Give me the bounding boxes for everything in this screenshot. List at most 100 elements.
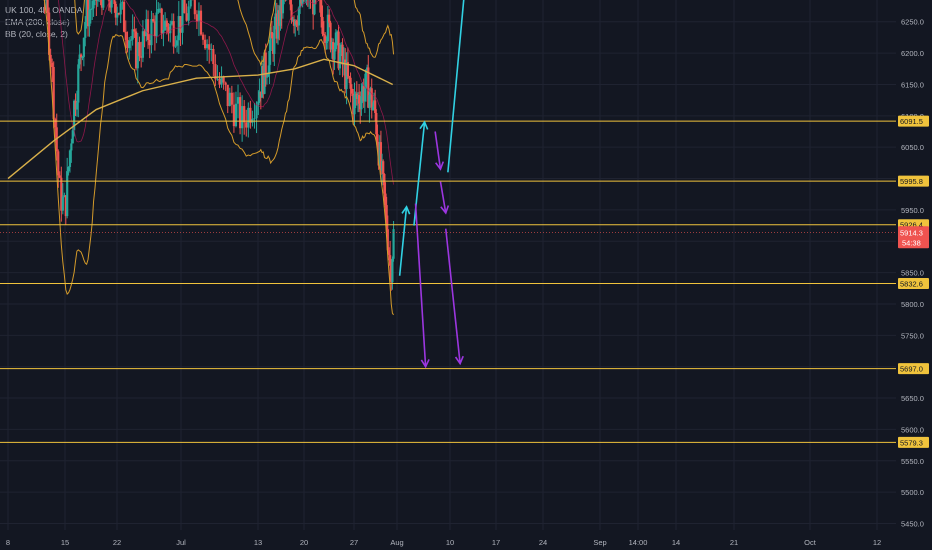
candle-body: [121, 1, 124, 4]
arrow-down-line: [434, 131, 442, 170]
y-tick-label: 6150.0: [901, 80, 924, 89]
candle-body: [366, 67, 369, 70]
level-price-tag: [898, 175, 929, 187]
candle-body: [92, 0, 95, 9]
x-tick-label: Oct: [804, 538, 817, 547]
candle-body: [204, 39, 207, 49]
candle-body: [49, 54, 52, 63]
level-price-tag: [898, 436, 929, 448]
candle-body: [236, 97, 240, 104]
candle-body: [265, 76, 269, 78]
candle-body: [100, 0, 104, 8]
arrow-down-head: [454, 355, 464, 366]
candle-body: [183, 0, 186, 14]
candle-body: [206, 44, 209, 49]
ema-line: [7, 58, 394, 180]
arrow-up-line: [398, 206, 408, 276]
candle-body: [371, 106, 374, 110]
candle-body: [372, 100, 376, 107]
arrow-down-head: [435, 161, 445, 171]
candle-body: [297, 7, 301, 26]
x-tick-label: 14: [672, 538, 680, 547]
candle-body: [324, 35, 327, 43]
projection-arrows[interactable]: [398, 0, 469, 369]
candle-body: [387, 250, 391, 256]
candle-body: [340, 44, 343, 54]
candle-body: [356, 95, 360, 100]
candle-body: [312, 0, 315, 15]
candle-body: [391, 258, 394, 283]
candle-body: [131, 29, 134, 40]
candle-body: [150, 19, 153, 46]
candle-body: [278, 10, 281, 26]
time-axis[interactable]: 8 15 22 Jul 13 20 27 Aug 10 17 24 Sep 14:00 14 21 Oct 12: [6, 538, 881, 547]
candle-body: [289, 0, 292, 5]
candle-body: [117, 12, 121, 15]
candle-body: [82, 37, 85, 57]
candle-body: [238, 97, 242, 129]
candle-body: [290, 4, 293, 20]
candle-body: [359, 103, 362, 110]
candle-body: [128, 40, 131, 49]
level-price-tag: [898, 278, 929, 290]
level-price-tag-text: 5995.8: [900, 177, 923, 186]
candle-body: [175, 40, 179, 46]
candle-body: [143, 31, 146, 37]
candle-body: [257, 101, 260, 106]
candle-body: [379, 142, 383, 171]
candle-body: [313, 0, 316, 15]
candle-body: [376, 134, 379, 146]
candle-body: [369, 88, 372, 95]
price-axis[interactable]: 6600.06550.06500.06450.06400.06350.06300…: [901, 0, 924, 529]
candle-body: [385, 205, 388, 230]
x-tick-label: Aug: [390, 538, 403, 547]
level-price-tag-text: 5697.0: [900, 365, 923, 374]
candle-body: [386, 229, 389, 251]
arrow-down-head: [440, 205, 450, 215]
candle-body: [346, 62, 349, 77]
candle-body: [354, 93, 357, 95]
candle-body: [71, 130, 74, 144]
candle-body: [337, 31, 340, 69]
candle-body: [224, 82, 227, 85]
candle-body: [85, 0, 88, 23]
candle-body: [330, 42, 333, 50]
candle-body: [267, 73, 270, 77]
y-tick-label: 5500.0: [901, 488, 924, 497]
candle-body: [360, 96, 363, 110]
candle-body: [375, 113, 378, 135]
candle-body: [107, 0, 110, 1]
y-tick-label: 5650.0: [901, 394, 924, 403]
bb-lower-band: [43, 0, 394, 316]
candle-body: [368, 94, 371, 108]
candle-body: [110, 0, 113, 8]
arrow-down-line: [414, 203, 427, 367]
x-tick-label: 8: [6, 538, 10, 547]
candle-body: [170, 21, 174, 24]
candle-body: [355, 93, 358, 100]
candle-body: [245, 122, 248, 128]
candle-body: [167, 26, 170, 34]
candle-series: [43, 0, 395, 291]
candle-body: [145, 19, 148, 37]
x-tick-label: 27: [350, 538, 358, 547]
candle-body: [370, 88, 373, 110]
candle-body: [296, 24, 299, 26]
candle-body: [321, 16, 324, 34]
candle-body: [157, 8, 160, 13]
candle-body: [249, 107, 252, 123]
candle-body: [54, 119, 57, 128]
candle-body: [216, 78, 219, 80]
candle-body: [81, 56, 84, 58]
candle-body: [165, 20, 168, 27]
candle-body: [155, 12, 158, 37]
candle-body: [253, 118, 256, 120]
candle-body: [332, 42, 335, 60]
candle-body: [262, 66, 265, 94]
horizontal-levels[interactable]: [0, 0, 896, 443]
candle-body: [60, 177, 63, 211]
candle-body: [300, 0, 303, 4]
current-price-countdown: 54:38: [902, 238, 921, 247]
candle-body: [46, 0, 49, 13]
